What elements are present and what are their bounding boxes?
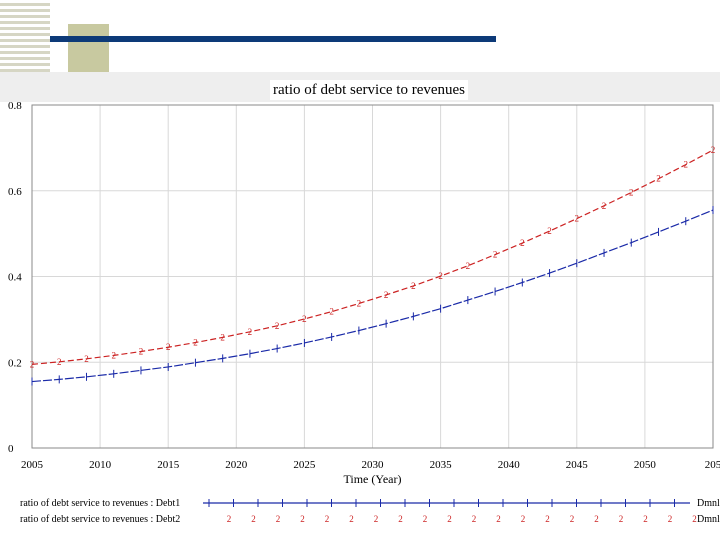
data-point: 2 <box>248 327 253 337</box>
legend-unit: Dmnl <box>697 498 720 509</box>
legend-marker: 2 <box>227 514 232 524</box>
data-point: 2 <box>466 261 471 271</box>
data-point: 2 <box>547 226 552 236</box>
legend-marker: 2 <box>423 514 428 524</box>
x-tick-label: 2030 <box>362 459 385 471</box>
data-point: 2 <box>357 299 362 309</box>
data-point: 2 <box>57 357 62 367</box>
x-tick-label: 2010 <box>89 459 112 471</box>
data-point: 2 <box>520 238 525 248</box>
data-point: 2 <box>493 250 498 260</box>
legend-marker: 2 <box>349 514 354 524</box>
data-point: 2 <box>656 174 661 184</box>
data-point: 2 <box>275 321 280 331</box>
data-point: 2 <box>602 201 607 211</box>
data-point: 2 <box>629 187 634 197</box>
decorative-blue-bar <box>50 36 496 42</box>
y-tick-label: 0 <box>8 443 14 455</box>
chart-title: ratio of debt service to revenues <box>270 80 469 100</box>
data-point: 2 <box>111 350 116 360</box>
y-tick-label: 0.4 <box>8 272 22 284</box>
legend-marker: 2 <box>398 514 403 524</box>
legend-marker: 2 <box>472 514 477 524</box>
x-tick-label: 2015 <box>157 459 180 471</box>
data-point: 2 <box>684 160 689 170</box>
data-point: 2 <box>139 347 144 357</box>
data-point: 2 <box>220 332 225 342</box>
data-point: 2 <box>711 145 716 155</box>
decorative-olive-square <box>68 24 109 72</box>
data-point: 2 <box>411 281 416 291</box>
legend-marker: 2 <box>374 514 379 524</box>
legend-marker: 2 <box>570 514 575 524</box>
data-point: 2 <box>329 307 334 317</box>
legend-marker: 2 <box>276 514 281 524</box>
x-tick-label: 2005 <box>21 459 44 471</box>
x-tick-label: 2020 <box>225 459 248 471</box>
x-axis-label: Time (Year) <box>343 472 401 486</box>
data-point: 2 <box>84 354 89 364</box>
legend-marker: 2 <box>300 514 305 524</box>
legend-unit: Dmnl <box>697 514 720 525</box>
x-tick-label: 2045 <box>566 459 589 471</box>
x-tick-label: 2050 <box>634 459 657 471</box>
x-tick-label: 2025 <box>293 459 316 471</box>
x-tick-label: 2035 <box>430 459 453 471</box>
legend-marker: 2 <box>643 514 648 524</box>
legend-marker: 2 <box>447 514 452 524</box>
data-point: 2 <box>166 342 171 352</box>
legend-marker: 2 <box>325 514 330 524</box>
legend-marker: 2 <box>545 514 550 524</box>
y-tick-label: 0.8 <box>8 100 22 112</box>
data-point: 2 <box>575 214 580 224</box>
legend-marker: 2 <box>668 514 673 524</box>
data-point: 2 <box>193 338 198 348</box>
x-tick-label: 205 <box>705 459 720 471</box>
series-line-2 <box>31 149 714 365</box>
legend-marker: 2 <box>521 514 526 524</box>
x-tick-label: 2040 <box>498 459 521 471</box>
data-point: 2 <box>384 290 389 300</box>
legend-marker: 2 <box>251 514 256 524</box>
data-point: 2 <box>302 314 307 324</box>
legend-series-name: ratio of debt service to revenues : Debt… <box>20 498 180 509</box>
y-tick-label: 0.6 <box>8 186 22 198</box>
data-point: 2 <box>438 271 443 281</box>
legend-marker: 2 <box>619 514 624 524</box>
legend-series-name: ratio of debt service to revenues : Debt… <box>20 514 180 525</box>
legend-marker: 2 <box>496 514 501 524</box>
y-tick-label: 0.2 <box>8 357 22 369</box>
data-point: 2 <box>30 359 35 369</box>
series-line-1 <box>31 209 714 383</box>
plot-frame <box>31 104 714 449</box>
legend-marker: 2 <box>594 514 599 524</box>
decorative-stripes <box>0 0 50 72</box>
legend-marker: 2 <box>692 514 697 524</box>
